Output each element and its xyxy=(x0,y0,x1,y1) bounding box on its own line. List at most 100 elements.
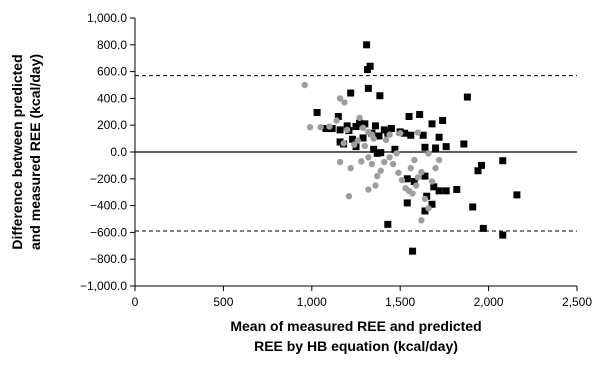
data-point-square xyxy=(442,187,450,195)
data-point-square xyxy=(403,175,411,183)
data-point-square xyxy=(460,140,468,148)
data-point-circle xyxy=(345,193,353,200)
data-point-square xyxy=(322,125,330,133)
data-point-circle xyxy=(359,124,367,132)
data-point-square xyxy=(371,122,379,130)
data-point-circle xyxy=(374,172,381,180)
data-point-square xyxy=(474,167,482,175)
x-axis-title-line-2: REE by HB equation (kcal/day) xyxy=(254,338,458,354)
y-axis-title-line-1: Difference between predicted xyxy=(9,54,25,249)
data-point-square xyxy=(407,131,415,139)
data-point-circle xyxy=(361,142,369,150)
data-point-circle xyxy=(386,154,393,161)
data-point-circle xyxy=(435,156,443,164)
data-point-square xyxy=(499,157,507,165)
data-point-circle xyxy=(372,182,379,189)
reference-lines xyxy=(135,75,577,232)
data-point-circle xyxy=(411,156,418,164)
y-axis-title: Difference between predicted and measure… xyxy=(9,54,43,250)
data-point-square xyxy=(359,134,367,142)
data-point-circle xyxy=(397,130,404,137)
data-point-square xyxy=(442,143,450,151)
data-point-circle xyxy=(393,150,400,157)
data-point-circle xyxy=(317,124,324,131)
axes xyxy=(130,17,578,291)
data-point-circle xyxy=(377,167,384,174)
data-point-circle xyxy=(414,129,422,136)
data-point-square xyxy=(363,41,371,49)
y-tick-label: 0.0 xyxy=(110,145,127,159)
x-tick-label: 500 xyxy=(213,295,233,309)
data-point-square xyxy=(401,129,409,137)
data-point-square xyxy=(513,191,521,199)
data-point-square xyxy=(361,120,369,128)
x-tick-labels: 0 500 1,000 1,500 2,000 2,500 xyxy=(132,295,593,309)
y-tick-label: −1,000.0 xyxy=(80,279,127,293)
data-point-circle xyxy=(395,169,402,176)
data-point-circle xyxy=(386,131,393,138)
data-point-square xyxy=(453,186,461,194)
data-point-square xyxy=(435,187,443,195)
data-point-square xyxy=(343,122,351,130)
y-tick-label: 600.0 xyxy=(97,65,127,79)
data-point-square xyxy=(384,220,392,228)
data-point-square xyxy=(439,117,447,125)
data-point-circle xyxy=(343,126,351,134)
data-point-square xyxy=(428,120,436,128)
x-axis-title-line-1: Mean of measured REE and predicted xyxy=(230,318,481,334)
data-point-square xyxy=(370,145,378,153)
data-point-circle xyxy=(370,135,377,142)
data-point-square xyxy=(421,172,429,180)
data-point-square xyxy=(416,110,424,118)
data-point-square xyxy=(405,112,413,120)
y-axis-title-line-2: and measured REE (kcal/day) xyxy=(27,54,43,250)
data-point-circle xyxy=(365,154,372,161)
data-point-square xyxy=(375,132,383,140)
x-tick-label: 2,000 xyxy=(474,295,504,309)
data-point-square xyxy=(336,138,344,146)
data-point-circle xyxy=(428,178,436,185)
data-point-circle xyxy=(425,150,432,157)
data-point-circle xyxy=(336,158,344,166)
y-tick-label: 1,000.0 xyxy=(87,11,127,25)
data-point-square xyxy=(499,231,507,239)
data-point-square xyxy=(356,119,364,127)
data-point-circle xyxy=(301,81,308,89)
data-point-circle xyxy=(365,186,372,193)
data-point-square xyxy=(387,125,395,133)
data-point-square xyxy=(334,112,342,120)
data-point-square xyxy=(380,126,388,134)
data-point-circle xyxy=(425,205,432,212)
data-point-circle xyxy=(414,174,422,181)
data-point-circle xyxy=(421,195,429,203)
data-point-square xyxy=(469,203,477,211)
data-point-square xyxy=(421,207,429,215)
data-point-circle xyxy=(341,99,348,106)
data-point-square xyxy=(313,108,321,116)
data-point-square xyxy=(376,92,384,100)
data-point-square xyxy=(479,224,487,232)
data-point-circle xyxy=(306,124,314,131)
data-point-square xyxy=(336,126,344,134)
x-axis-title: Mean of measured REE and predicted REE b… xyxy=(230,318,481,354)
data-point-square xyxy=(419,131,427,139)
data-point-square xyxy=(435,133,443,141)
data-point-circle xyxy=(381,158,388,166)
y-tick-label: 200.0 xyxy=(97,118,127,132)
data-point-square xyxy=(348,135,356,143)
data-point-circle xyxy=(336,95,344,102)
data-point-square xyxy=(347,89,355,97)
y-tick-label: −600.0 xyxy=(90,225,127,239)
data-point-circle xyxy=(389,160,397,168)
data-point-circle xyxy=(398,176,406,184)
data-point-circle xyxy=(418,168,425,176)
data-point-circle xyxy=(412,182,420,189)
data-point-circle xyxy=(368,160,376,168)
data-point-square xyxy=(428,200,436,208)
data-point-square xyxy=(478,161,486,169)
data-point-circle xyxy=(382,136,390,144)
data-point-square xyxy=(409,247,417,255)
data-point-square xyxy=(364,84,372,92)
